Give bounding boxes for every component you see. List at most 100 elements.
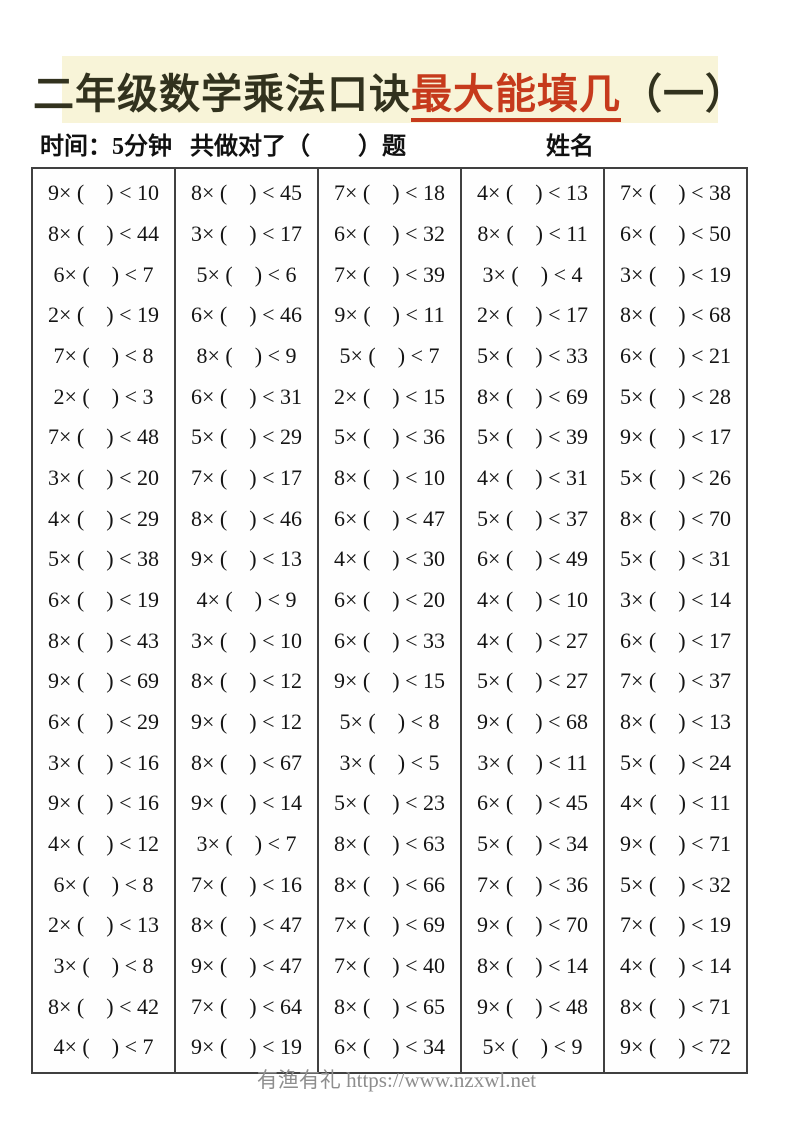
problem: 4× ( ) < 27 xyxy=(477,627,588,653)
problem: 6× ( ) < 8 xyxy=(53,871,154,897)
problem: 9× ( ) < 13 xyxy=(191,546,302,572)
problem: 5× ( ) < 39 xyxy=(477,424,588,450)
problem: 9× ( ) < 70 xyxy=(477,912,588,938)
problem: 8× ( ) < 47 xyxy=(191,912,302,938)
problem: 9× ( ) < 12 xyxy=(191,709,302,735)
problem-column-5: 7× ( ) < 38 6× ( ) < 50 3× ( ) < 19 8× ( ) … xyxy=(603,169,746,1072)
problem: 4× ( ) < 10 xyxy=(477,587,588,613)
problem: 3× ( ) < 17 xyxy=(191,221,302,246)
problem: 9× ( ) < 14 xyxy=(191,790,302,816)
problem: 5× ( ) < 7 xyxy=(339,343,440,369)
problem: 6× ( ) < 45 xyxy=(477,790,588,816)
problem: 3× ( ) < 8 xyxy=(53,953,154,979)
problem: 8× ( ) < 14 xyxy=(477,953,588,979)
problem: 6× ( ) < 29 xyxy=(48,709,159,735)
problem: 8× ( ) < 65 xyxy=(334,993,445,1019)
problem: 4× ( ) < 11 xyxy=(620,790,731,816)
problem: 5× ( ) < 29 xyxy=(191,424,302,450)
title-prefix: 二年级数学乘法口诀 xyxy=(33,70,411,117)
problem: 8× ( ) < 46 xyxy=(191,505,302,531)
header-line: 时间：5分钟 共做对了（ ）题 姓名 xyxy=(0,126,793,160)
problem: 7× ( ) < 17 xyxy=(191,465,302,491)
problem: 2× ( ) < 15 xyxy=(334,383,445,409)
problem: 4× ( ) < 31 xyxy=(477,465,588,491)
problem: 6× ( ) < 7 xyxy=(53,261,154,287)
problem: 7× ( ) < 16 xyxy=(191,871,302,897)
problem: 5× ( ) < 9 xyxy=(482,1034,583,1060)
problem: 8× ( ) < 69 xyxy=(477,383,588,409)
problem: 4× ( ) < 14 xyxy=(620,953,731,979)
problem: 5× ( ) < 36 xyxy=(334,424,445,450)
problem: 7× ( ) < 40 xyxy=(334,953,445,979)
problem: 5× ( ) < 38 xyxy=(48,546,159,572)
problem-column-2: 8× ( ) < 45 3× ( ) < 17 5× ( ) < 6 6× ( ) <… xyxy=(174,169,317,1072)
problem: 8× ( ) < 42 xyxy=(48,993,159,1019)
problem: 4× ( ) < 7 xyxy=(53,1034,154,1060)
problem: 2× ( ) < 19 xyxy=(48,302,159,328)
problem: 9× ( ) < 19 xyxy=(191,1034,302,1060)
score-label: 共做对了（ ）题 xyxy=(190,134,406,160)
problem: 6× ( ) < 49 xyxy=(477,546,588,572)
problems-grid: 9× ( ) < 10 8× ( ) < 44 6× ( ) < 7 2× ( ) <… xyxy=(31,167,748,1074)
problem: 6× ( ) < 50 xyxy=(620,221,731,246)
problem: 6× ( ) < 19 xyxy=(48,587,159,613)
time-label: 时间：5分钟 xyxy=(40,134,172,160)
problem: 9× ( ) < 17 xyxy=(620,424,731,450)
problem: 8× ( ) < 43 xyxy=(48,627,159,653)
problem: 5× ( ) < 23 xyxy=(334,790,445,816)
problem: 3× ( ) < 11 xyxy=(477,749,588,775)
problem: 4× ( ) < 29 xyxy=(48,505,159,531)
problem: 7× ( ) < 69 xyxy=(334,912,445,938)
problem: 6× ( ) < 17 xyxy=(620,627,731,653)
problem: 3× ( ) < 4 xyxy=(482,261,583,287)
problem: 5× ( ) < 32 xyxy=(620,871,731,897)
problem: 6× ( ) < 21 xyxy=(620,343,731,369)
problem-column-3: 7× ( ) < 18 6× ( ) < 32 7× ( ) < 39 9× ( ) … xyxy=(317,169,460,1072)
problem: 3× ( ) < 19 xyxy=(620,261,731,287)
problem: 3× ( ) < 20 xyxy=(48,465,159,491)
problem: 9× ( ) < 15 xyxy=(334,668,445,694)
problem: 8× ( ) < 63 xyxy=(334,831,445,857)
problem: 7× ( ) < 19 xyxy=(620,912,731,938)
problem: 5× ( ) < 33 xyxy=(477,343,588,369)
problem: 8× ( ) < 71 xyxy=(620,993,731,1019)
problem: 3× ( ) < 10 xyxy=(191,627,302,653)
problem: 5× ( ) < 27 xyxy=(477,668,588,694)
problem: 4× ( ) < 13 xyxy=(477,180,588,206)
problem: 8× ( ) < 66 xyxy=(334,871,445,897)
problem: 8× ( ) < 44 xyxy=(48,221,159,246)
problem: 2× ( ) < 17 xyxy=(477,302,588,328)
problem: 3× ( ) < 16 xyxy=(48,749,159,775)
problem: 5× ( ) < 31 xyxy=(620,546,731,572)
page-title: 二年级数学乘法口诀最大能填几（一） xyxy=(33,60,747,122)
problem: 6× ( ) < 46 xyxy=(191,302,302,328)
name-label: 姓名 xyxy=(546,134,594,160)
problem: 9× ( ) < 69 xyxy=(48,668,159,694)
problem: 4× ( ) < 9 xyxy=(196,587,297,613)
problem: 5× ( ) < 28 xyxy=(620,383,731,409)
problem: 8× ( ) < 68 xyxy=(620,302,731,328)
problem: 5× ( ) < 8 xyxy=(339,709,440,735)
problem: 6× ( ) < 47 xyxy=(334,505,445,531)
problem: 6× ( ) < 33 xyxy=(334,627,445,653)
problem: 3× ( ) < 5 xyxy=(339,749,440,775)
problem: 8× ( ) < 13 xyxy=(620,709,731,735)
title-banner: 二年级数学乘法口诀最大能填几（一） xyxy=(33,56,746,123)
problem: 6× ( ) < 20 xyxy=(334,587,445,613)
problem: 8× ( ) < 67 xyxy=(191,749,302,775)
problem: 2× ( ) < 13 xyxy=(48,912,159,938)
problem: 5× ( ) < 24 xyxy=(620,749,731,775)
problem: 9× ( ) < 11 xyxy=(334,302,445,328)
problem: 3× ( ) < 14 xyxy=(620,587,731,613)
title-suffix: （一） xyxy=(621,70,747,117)
title-highlight: 最大能填几 xyxy=(411,70,621,122)
problem: 4× ( ) < 12 xyxy=(48,831,159,857)
problem: 8× ( ) < 9 xyxy=(196,343,297,369)
problem: 7× ( ) < 36 xyxy=(477,871,588,897)
problem-column-1: 9× ( ) < 10 8× ( ) < 44 6× ( ) < 7 2× ( ) <… xyxy=(33,169,174,1072)
problem: 9× ( ) < 10 xyxy=(48,180,159,206)
problem: 6× ( ) < 34 xyxy=(334,1034,445,1060)
problem: 7× ( ) < 37 xyxy=(620,668,731,694)
problem: 7× ( ) < 48 xyxy=(48,424,159,450)
problem: 9× ( ) < 16 xyxy=(48,790,159,816)
